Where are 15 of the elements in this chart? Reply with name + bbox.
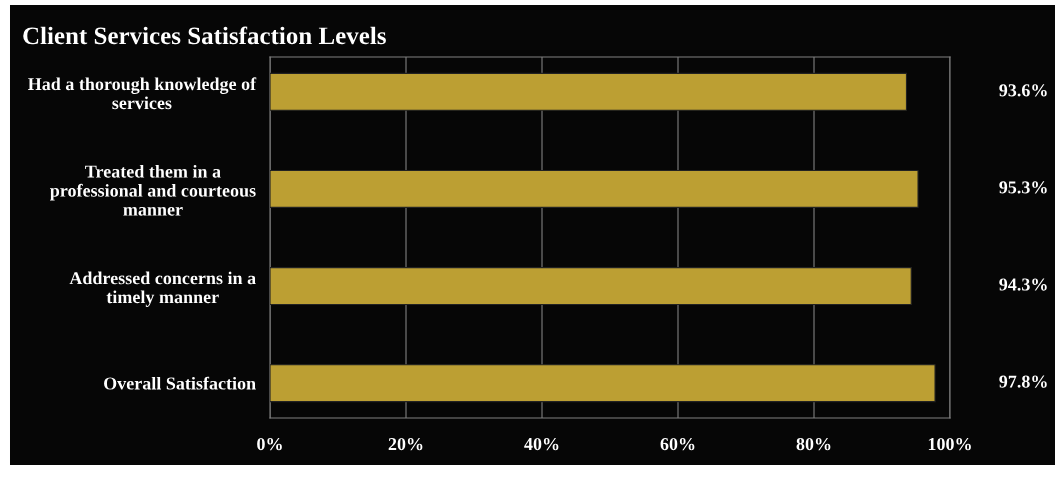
data-label: 93.6% <box>999 84 1047 97</box>
x-tick-label: 80% <box>796 437 831 451</box>
x-tick-label: 40% <box>524 437 559 451</box>
x-tick-label: 100% <box>928 437 971 451</box>
y-tick-label: Addressed concerns in a timely manner <box>69 271 256 307</box>
x-tick-label: 0% <box>257 437 282 451</box>
data-label: 95.3% <box>999 181 1047 194</box>
data-label: 94.3% <box>999 278 1047 291</box>
y-tick-label: Overall Satisfaction <box>104 376 256 390</box>
x-tick-label: 60% <box>660 437 695 451</box>
x-tick-label: 20% <box>388 437 423 451</box>
chart-title: Client Services Satisfaction Levels <box>23 26 386 45</box>
y-tick-label: Had a thorough knowledge of services <box>28 77 257 110</box>
data-label: 97.8% <box>999 375 1047 388</box>
y-tick-label: Treated them in a professional and courteous manner <box>50 164 256 216</box>
